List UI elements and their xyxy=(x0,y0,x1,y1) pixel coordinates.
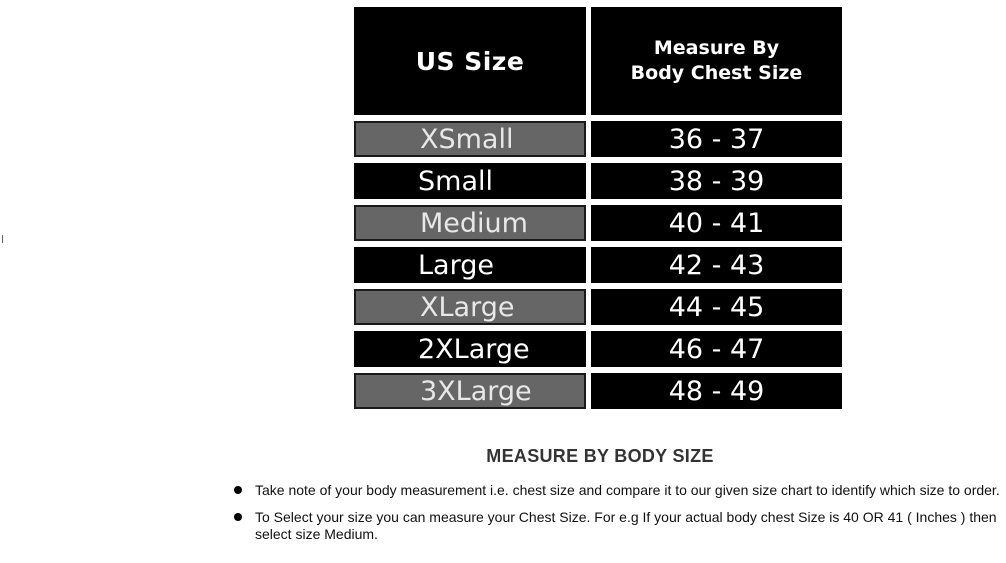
header-us-size-label: US Size xyxy=(415,46,525,76)
edge-mark xyxy=(2,235,3,243)
size-cell: 2XLarge xyxy=(354,331,586,367)
chest-cell: 36 - 37 xyxy=(591,121,842,157)
chest-cell: 42 - 43 xyxy=(591,247,842,283)
table-row: Large 42 - 43 xyxy=(354,247,842,283)
table-row: XSmall 36 - 37 xyxy=(354,121,842,157)
header-chest-size: Measure By Body Chest Size xyxy=(591,7,842,115)
list-item: To Select your size you can measure your… xyxy=(234,509,1004,543)
bullet-icon xyxy=(234,486,242,494)
section-title: MEASURE BY BODY SIZE xyxy=(486,446,714,466)
table-row: 2XLarge 46 - 47 xyxy=(354,331,842,367)
note-text: To Select your size you can measure your… xyxy=(255,509,997,542)
size-chart-table: US Size Measure By Body Chest Size XSmal… xyxy=(354,7,842,409)
size-cell: Small xyxy=(354,163,586,199)
table-row: Medium 40 - 41 xyxy=(354,205,842,241)
header-chest-line-2: Body Chest Size xyxy=(630,62,803,84)
table-header-row: US Size Measure By Body Chest Size xyxy=(354,7,842,115)
size-cell: 3XLarge xyxy=(354,373,586,409)
size-cell: Medium xyxy=(354,205,586,241)
size-cell: XLarge xyxy=(354,289,586,325)
bullet-icon xyxy=(234,513,242,521)
chest-cell: 40 - 41 xyxy=(591,205,842,241)
measurement-notes: Take note of your body measurement i.e. … xyxy=(234,482,1004,553)
chest-cell: 38 - 39 xyxy=(591,163,842,199)
header-chest-line-1: Measure By xyxy=(653,37,780,59)
table-body: XSmall 36 - 37 Small 38 - 39 Medium 40 -… xyxy=(354,121,842,409)
header-chest-size-label: Measure By Body Chest Size xyxy=(631,36,803,86)
chest-cell: 48 - 49 xyxy=(591,373,842,409)
chest-cell: 44 - 45 xyxy=(591,289,842,325)
table-row: Small 38 - 39 xyxy=(354,163,842,199)
note-text: Take note of your body measurement i.e. … xyxy=(255,482,1000,498)
table-row: 3XLarge 48 - 49 xyxy=(354,373,842,409)
list-item: Take note of your body measurement i.e. … xyxy=(234,482,1004,499)
table-row: XLarge 44 - 45 xyxy=(354,289,842,325)
size-cell: XSmall xyxy=(354,121,586,157)
size-cell: Large xyxy=(354,247,586,283)
chest-cell: 46 - 47 xyxy=(591,331,842,367)
header-us-size: US Size xyxy=(354,7,586,115)
